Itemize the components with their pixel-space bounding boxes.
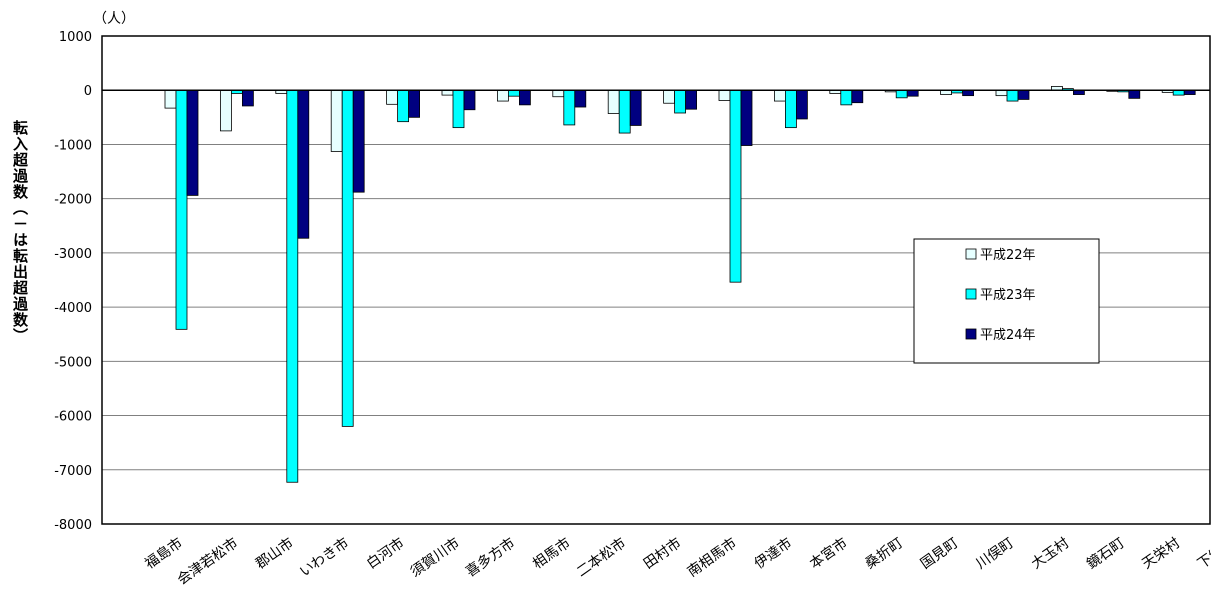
y-axis-label: 転入超過数（－は転出超過数）	[11, 120, 29, 344]
bar-白河市-平成23年	[397, 89, 410, 123]
bar-国見町-平成24年	[962, 89, 974, 97]
y-tick-label: 1000	[59, 30, 92, 45]
y-tick-label: -5000	[54, 355, 92, 370]
bar-二本松市-平成23年	[618, 89, 631, 134]
category-label: 田村市	[640, 534, 684, 572]
bar-喜多方市-平成24年	[519, 89, 531, 106]
bar-喜多方市-平成22年	[496, 89, 509, 102]
category-label: 伊達市	[751, 534, 795, 572]
y-tick-label: -7000	[54, 464, 92, 479]
bars	[164, 86, 1196, 483]
legend-swatch	[965, 328, 977, 340]
bar-白河市-平成24年	[408, 89, 421, 118]
bar-南相馬市-平成24年	[740, 89, 753, 146]
bar-田村市-平成22年	[663, 89, 675, 104]
category-label: 南相馬市	[684, 534, 740, 580]
bar-二本松市-平成24年	[629, 89, 642, 126]
category-label: 喜多方市	[463, 534, 519, 580]
bar-いわき市-平成22年	[330, 89, 343, 152]
category-label: 大玉村	[1029, 535, 1073, 572]
bar-いわき市-平成23年	[341, 89, 354, 427]
bar-福島市-平成23年	[175, 89, 188, 330]
category-label: 本宮市	[806, 534, 850, 572]
category-label: 国見町	[918, 535, 962, 572]
bar-川俣町-平成24年	[1017, 89, 1030, 100]
bar-本宮市-平成23年	[840, 89, 853, 106]
bar-郡山市-平成23年	[286, 89, 299, 483]
category-label: 二本松市	[573, 534, 629, 580]
y-tick-label: -8000	[54, 518, 92, 533]
y-tick-label: -1000	[54, 138, 92, 153]
bar-川俣町-平成23年	[1006, 89, 1019, 102]
legend-swatch	[965, 248, 977, 260]
y-tick-label: -4000	[54, 301, 92, 316]
bar-二本松市-平成22年	[607, 89, 620, 114]
category-label: 会津若松市	[174, 534, 241, 588]
legend-box	[913, 238, 1100, 364]
legend-label: 平成22年	[980, 248, 1036, 263]
bar-伊達市-平成22年	[774, 89, 786, 102]
unit-label: （人）	[93, 11, 135, 27]
bar-福島市-平成22年	[164, 89, 177, 109]
category-label: 相馬市	[529, 534, 573, 572]
y-tick-labels: 1000 0 -1000 -2000 -3000 -4000 -5000 -6000 -7000…	[54, 30, 92, 533]
category-label: 鏡石町	[1084, 535, 1128, 572]
bar-喜多方市-平成23年	[507, 89, 520, 97]
plot-frame	[101, 35, 1211, 525]
bar-相馬市-平成24年	[574, 89, 587, 108]
category-label: 川俣町	[973, 535, 1017, 572]
bar-相馬市-平成22年	[552, 89, 565, 98]
bar-福島市-平成24年	[186, 89, 199, 196]
bar-桑折町-平成24年	[906, 89, 919, 97]
bar-伊達市-平成23年	[785, 89, 797, 129]
bar-白河市-平成22年	[386, 89, 399, 105]
bar-本宮市-平成24年	[851, 89, 864, 104]
bar-郡山市-平成24年	[297, 89, 310, 239]
category-label: 桑折町	[862, 535, 906, 572]
category-label: 下郷町	[1195, 535, 1211, 572]
category-label: 白河市	[363, 534, 407, 572]
category-label: いわき市	[296, 534, 352, 580]
category-label: 郡山市	[252, 534, 296, 572]
y-tick-label: -6000	[54, 410, 92, 425]
bar-会津若松市-平成22年	[219, 89, 232, 132]
bar-田村市-平成23年	[674, 89, 686, 114]
bar-南相馬市-平成22年	[718, 89, 731, 101]
bar-田村市-平成24年	[685, 89, 697, 110]
bar-鏡石町-平成24年	[1128, 89, 1141, 99]
bar-相馬市-平成23年	[563, 89, 576, 126]
bar-須賀川市-平成23年	[452, 89, 465, 129]
category-label: 須賀川市	[407, 534, 463, 580]
category-label: 天栄村	[1139, 535, 1183, 572]
y-tick-label: -3000	[54, 247, 92, 262]
bar-伊達市-平成24年	[796, 89, 808, 120]
legend-label: 平成24年	[980, 328, 1036, 343]
bar-南相馬市-平成23年	[729, 89, 742, 283]
y-tick-label: -2000	[54, 193, 92, 208]
category-label: 福島市	[142, 534, 186, 572]
bar-須賀川市-平成24年	[463, 89, 476, 111]
bar-会津若松市-平成24年	[241, 89, 254, 107]
bar-いわき市-平成24年	[352, 89, 365, 193]
bar-桑折町-平成23年	[895, 89, 908, 99]
y-tick-label: 0	[84, 84, 92, 99]
legend-swatch	[965, 288, 977, 300]
legend-label: 平成23年	[980, 288, 1036, 303]
bar-川俣町-平成22年	[995, 89, 1008, 97]
